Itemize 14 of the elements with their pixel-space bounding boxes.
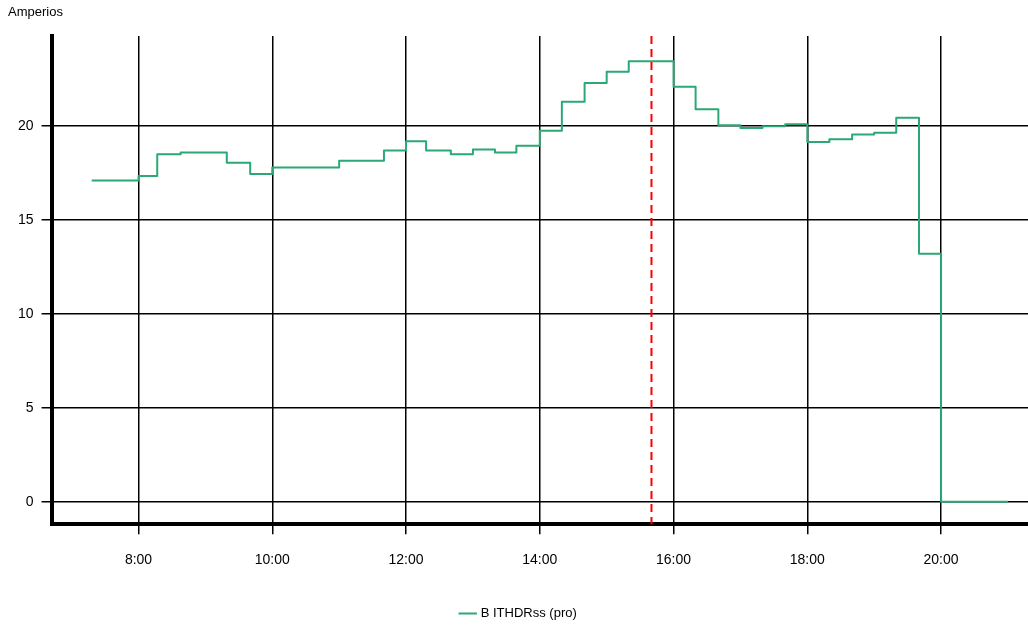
y-tick-label: 5 — [25, 398, 34, 415]
x-tick-label: 8:00 — [124, 551, 153, 568]
y-axis-title: Amperios — [8, 4, 64, 20]
y-tick-label: 0 — [25, 492, 34, 509]
legend-label: B ITHDRss (pro) — [480, 605, 577, 621]
x-tick-label: 10:00 — [254, 551, 290, 568]
x-tick-label: 16:00 — [656, 551, 692, 568]
x-tick-label: 14:00 — [522, 551, 558, 568]
x-tick-label: 18:00 — [789, 551, 826, 568]
y-tick-label: 10 — [17, 304, 34, 321]
y-tick-label: 20 — [17, 116, 34, 133]
x-tick-label: 12:00 — [388, 551, 424, 568]
x-tick-label: 20:00 — [923, 551, 959, 568]
y-tick-label: 15 — [17, 210, 34, 227]
